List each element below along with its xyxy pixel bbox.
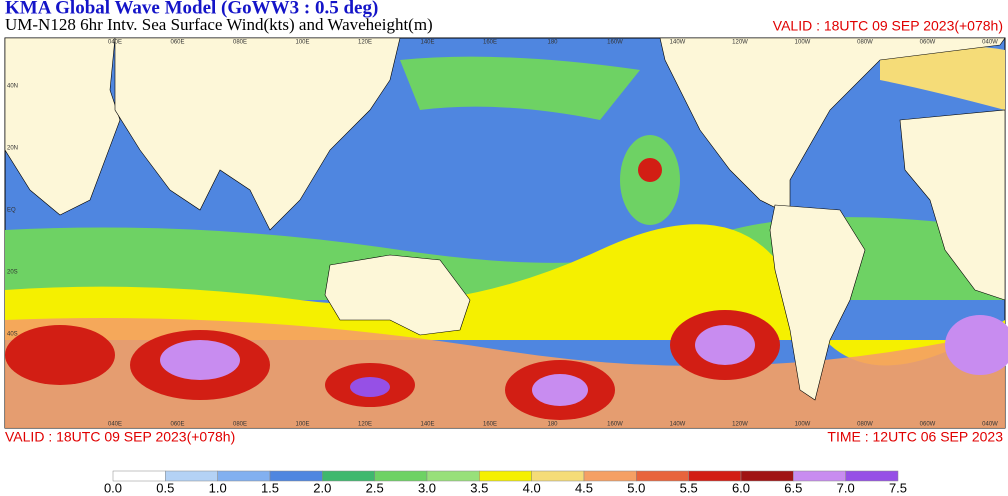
- colorbar-label: 7.0: [837, 480, 855, 495]
- lat-label: EQ: [7, 208, 16, 214]
- colorbar-label: 1.0: [209, 480, 227, 495]
- lon-label-top: 120E: [358, 40, 372, 46]
- title: KMA Global Wave Model (GoWW3 : 0.5 deg): [5, 0, 378, 18]
- colorbar-label: 6.0: [732, 480, 750, 495]
- lat-label: 40S: [7, 332, 18, 338]
- colorbar-label: 3.5: [470, 480, 488, 495]
- colorbar-label: 1.5: [261, 480, 279, 495]
- lon-label-top: 160W: [607, 40, 623, 46]
- lon-label-top: 040W: [982, 40, 998, 46]
- lon-label-bottom: 160W: [607, 422, 623, 428]
- lon-label-top: 080W: [857, 40, 873, 46]
- lon-label-bottom: 180: [547, 422, 558, 428]
- lon-label-bottom: 120W: [732, 422, 748, 428]
- lon-label-bottom: 040W: [982, 422, 998, 428]
- lon-label-top: 140E: [420, 40, 434, 46]
- lon-label-bottom: 140E: [420, 422, 434, 428]
- colorbar-label: 0.5: [156, 480, 174, 495]
- colorbar-label: 3.0: [418, 480, 436, 495]
- colorbar-label: 2.0: [313, 480, 331, 495]
- colorbar-label: 6.5: [784, 480, 802, 495]
- lon-label-bottom: 040E: [108, 422, 122, 428]
- lat-label: 40N: [7, 84, 18, 90]
- lon-label-bottom: 120E: [358, 422, 372, 428]
- lon-label-bottom: 060W: [920, 422, 936, 428]
- color-swatch: [845, 470, 899, 482]
- colorbar-label: 0.0: [104, 480, 122, 495]
- lon-label-top: 120W: [732, 40, 748, 46]
- lon-label-top: 060E: [170, 40, 184, 46]
- lat-label: 20N: [7, 146, 18, 152]
- lon-label-top: 100W: [795, 40, 811, 46]
- lon-label-top: 100E: [295, 40, 309, 46]
- init-time: TIME : 12UTC 06 SEP 2023: [827, 429, 1003, 445]
- lon-label-top: 160E: [483, 40, 497, 46]
- colorbar-label: 5.0: [627, 480, 645, 495]
- lon-label-top: 140W: [670, 40, 686, 46]
- lat-label: 20S: [7, 270, 18, 276]
- colorbar-label: 5.5: [680, 480, 698, 495]
- lon-label-bottom: 160E: [483, 422, 497, 428]
- valid-time: VALID : 18UTC 09 SEP 2023(+078h): [773, 18, 1003, 34]
- colorbar-label: 7.5: [889, 480, 907, 495]
- valid-time-bottom: VALID : 18UTC 09 SEP 2023(+078h): [5, 429, 235, 445]
- lon-label-top: 080E: [233, 40, 247, 46]
- colorbar-label: 4.5: [575, 480, 593, 495]
- lon-label-bottom: 100E: [295, 422, 309, 428]
- lon-label-bottom: 060E: [170, 422, 184, 428]
- lon-label-bottom: 140W: [670, 422, 686, 428]
- lon-label-bottom: 080E: [233, 422, 247, 428]
- lon-label-top: 060W: [920, 40, 936, 46]
- colorbar-label: 4.0: [523, 480, 541, 495]
- lon-label-top: 040E: [108, 40, 122, 46]
- subtitle: UM-N128 6hr Intv. Sea Surface Wind(kts) …: [5, 15, 433, 34]
- colorbar-label: 2.5: [366, 480, 384, 495]
- lon-label-bottom: 080W: [857, 422, 873, 428]
- map: [4, 37, 1008, 429]
- lon-label-top: 180: [547, 40, 558, 46]
- lon-label-bottom: 100W: [795, 422, 811, 428]
